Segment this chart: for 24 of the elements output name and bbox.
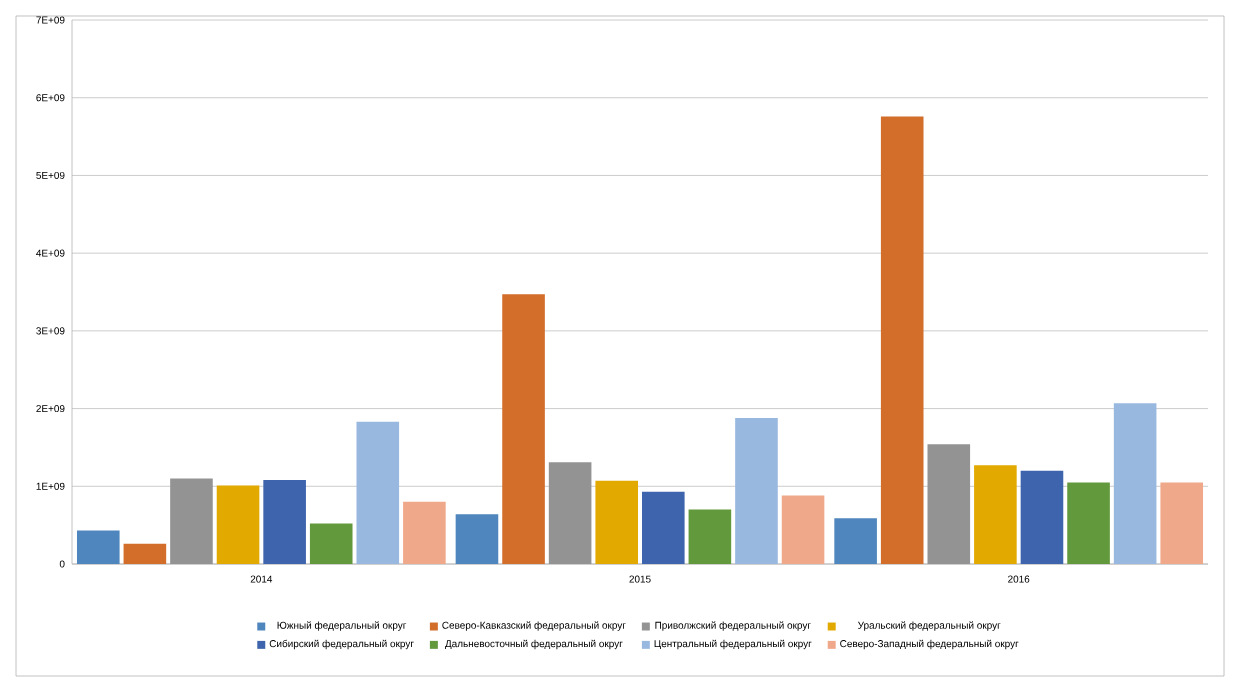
- bar: [216, 485, 260, 564]
- bar: [735, 417, 778, 564]
- bar: [880, 116, 924, 564]
- bar: [834, 518, 877, 564]
- bar: [781, 495, 825, 564]
- bar: [1020, 470, 1064, 564]
- bar: [76, 530, 120, 564]
- bar: [455, 514, 499, 564]
- bar: [263, 480, 306, 564]
- bar: [309, 523, 353, 564]
- bar: [1160, 482, 1204, 564]
- bar: [548, 462, 592, 564]
- bar: [1113, 403, 1157, 564]
- bar: [688, 509, 732, 564]
- bar: [974, 465, 1017, 564]
- bar: [502, 294, 545, 564]
- bar: [170, 478, 213, 564]
- bar: [123, 543, 167, 564]
- bar: [927, 444, 971, 564]
- bar: [595, 480, 639, 564]
- bar: [403, 501, 446, 564]
- bar: [642, 491, 685, 564]
- bar: [356, 421, 400, 564]
- bar: [1067, 482, 1110, 564]
